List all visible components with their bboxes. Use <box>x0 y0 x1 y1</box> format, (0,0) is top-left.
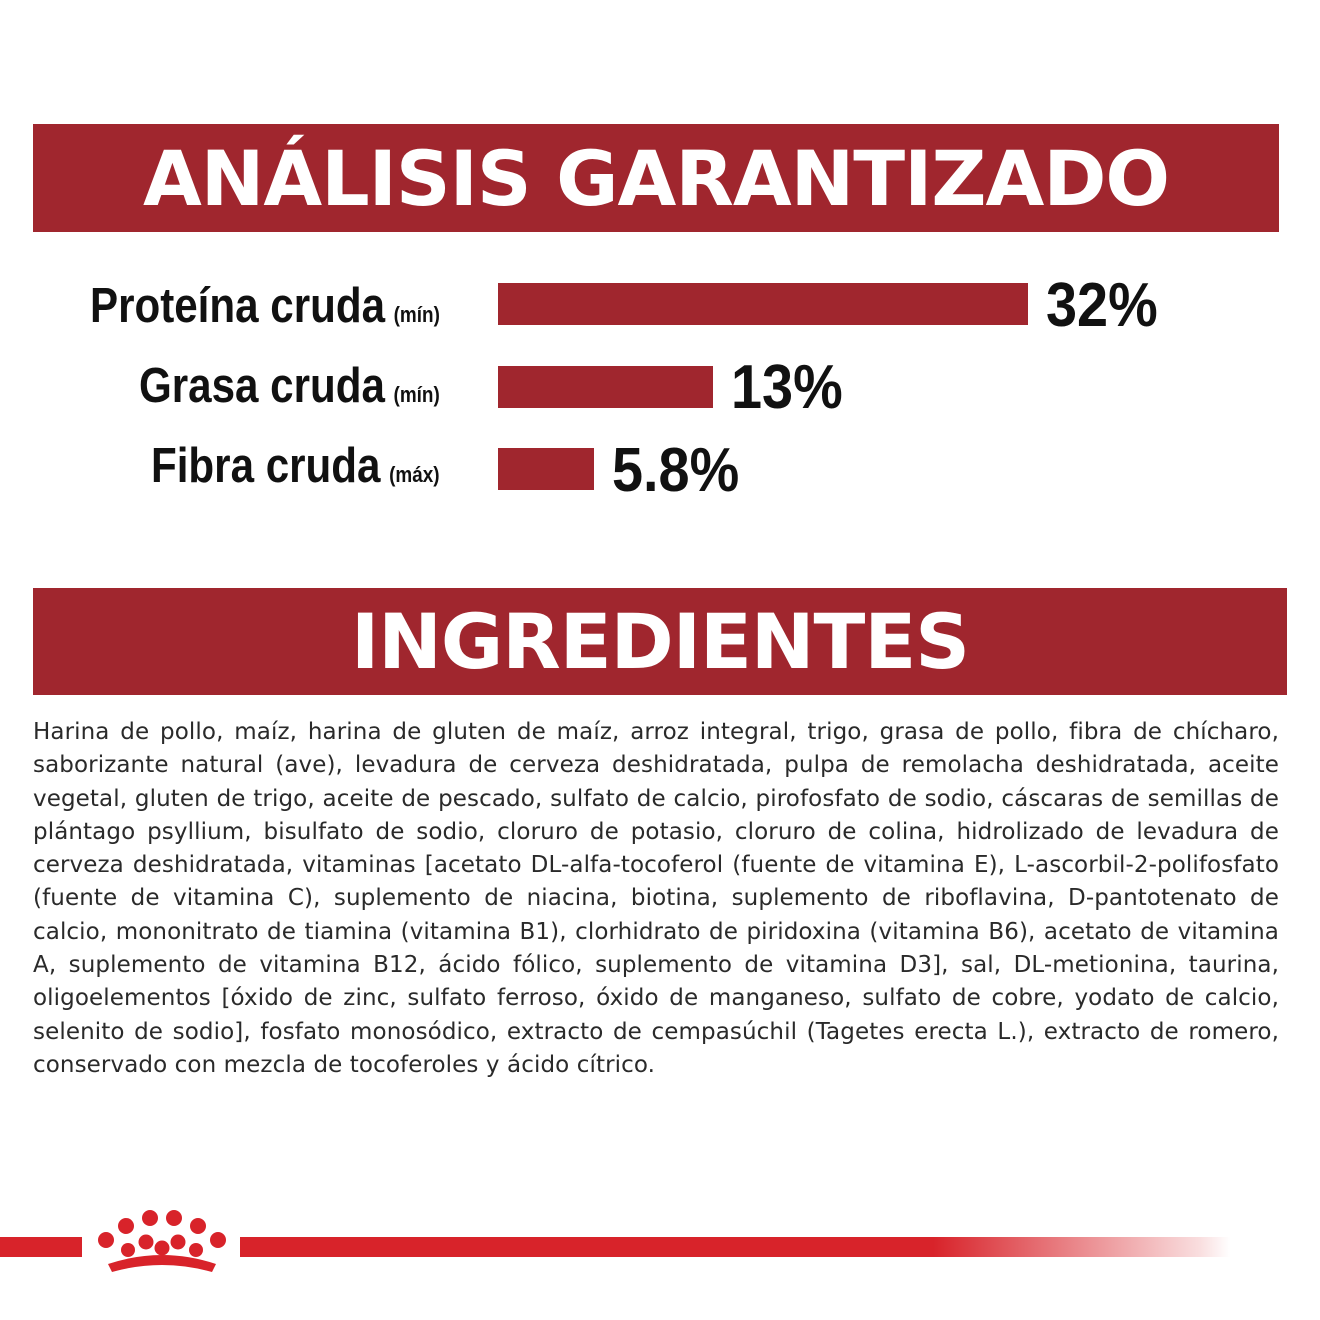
analysis-title-banner: ANÁLISIS GARANTIZADO <box>33 124 1279 232</box>
nutrient-qualifier: (mín) <box>393 382 440 407</box>
footer-line-left <box>0 1237 82 1257</box>
footer-line-right <box>240 1237 1230 1257</box>
nutrient-label-fat: Grasa cruda (mín) <box>139 358 440 414</box>
bar-value-protein: 32% <box>1046 271 1158 340</box>
royal-crown-icon <box>98 1210 226 1272</box>
ingredients-list: Harina de pollo, maíz, harina de gluten … <box>33 719 1279 1078</box>
nutrient-qualifier: (mín) <box>393 302 440 327</box>
bar-fiber <box>498 448 595 490</box>
bar-protein <box>498 283 1028 325</box>
ingredients-title-banner: INGREDIENTES <box>33 588 1287 695</box>
nutrient-name: Fibra cruda <box>151 439 381 493</box>
nutrient-qualifier: (máx) <box>389 462 440 487</box>
ingredients-title: INGREDIENTES <box>350 597 970 686</box>
nutrient-label-fiber: Fibra cruda (máx) <box>151 438 440 494</box>
bar-fat <box>498 366 714 408</box>
nutrient-label-protein: Proteína cruda (mín) <box>90 278 440 334</box>
bar-value-fiber: 5.8% <box>612 436 740 505</box>
analysis-title: ANÁLISIS GARANTIZADO <box>142 133 1170 223</box>
nutrient-name: Proteína cruda <box>90 279 386 333</box>
nutrient-name: Grasa cruda <box>139 359 386 413</box>
bar-value-fat: 13% <box>731 353 843 422</box>
